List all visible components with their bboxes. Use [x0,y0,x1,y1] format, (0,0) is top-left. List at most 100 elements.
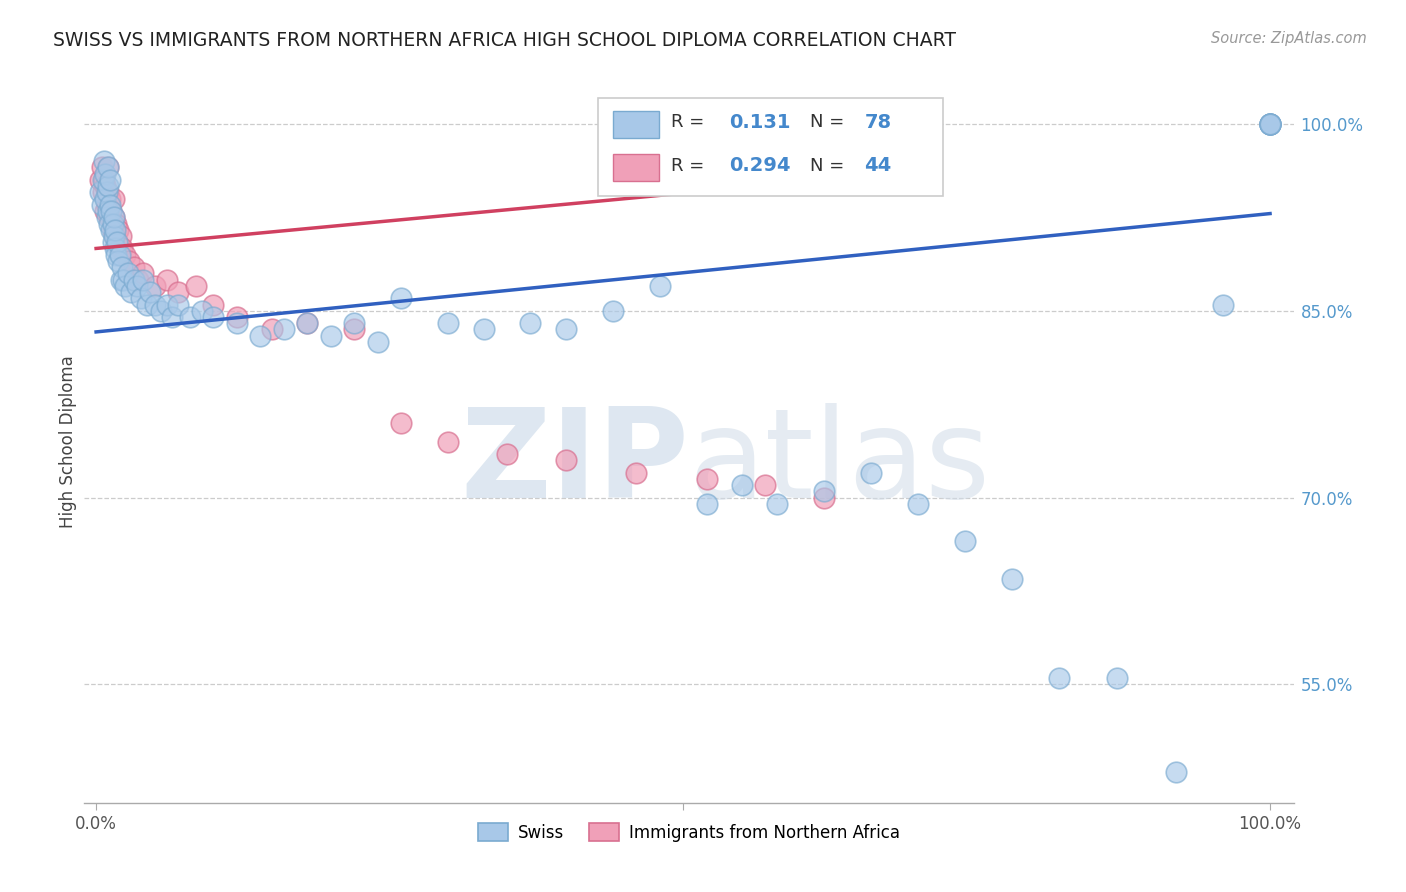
Point [1258,117,1281,131]
Point [98,192,121,206]
Point [1258,117,1281,131]
Point [624,466,647,480]
Point [554,453,576,467]
Text: 0.294: 0.294 [728,156,790,175]
Point [111,242,134,256]
Point [91,198,114,212]
Point [96,186,118,200]
Point [859,466,882,480]
Point [554,322,576,336]
Point [105,248,128,262]
Point [135,297,157,311]
Point [98,211,121,225]
Point [149,303,172,318]
Point [437,316,460,330]
Point [179,310,201,324]
Point [343,322,366,336]
FancyBboxPatch shape [613,111,659,138]
Point [953,534,976,549]
Point [1212,297,1234,311]
Point [105,235,128,250]
Point [343,316,366,330]
Point [1166,764,1188,779]
Point [731,478,754,492]
Point [105,235,128,250]
Point [129,291,152,305]
Point [100,223,122,237]
Point [1258,117,1281,131]
Point [813,491,835,505]
Point [813,484,835,499]
Point [389,291,412,305]
Legend: Swiss, Immigrants from Northern Africa: Swiss, Immigrants from Northern Africa [471,817,907,848]
Point [202,297,225,311]
Point [273,322,295,336]
Point [1258,117,1281,131]
Point [98,217,121,231]
Point [91,173,114,187]
Text: N =: N = [810,156,844,175]
Point [139,285,162,299]
Point [202,310,225,324]
Point [104,242,127,256]
Point [103,211,125,225]
Point [114,278,136,293]
Y-axis label: High School Diploma: High School Diploma [59,355,77,528]
Point [167,285,190,299]
Text: N =: N = [810,113,844,131]
Point [602,303,624,318]
Point [97,161,120,175]
Text: SWISS VS IMMIGRANTS FROM NORTHERN AFRICA HIGH SCHOOL DIPLOMA CORRELATION CHART: SWISS VS IMMIGRANTS FROM NORTHERN AFRICA… [53,31,956,50]
Point [94,167,117,181]
Point [127,278,149,293]
Point [101,235,124,250]
Point [120,285,142,299]
Point [297,316,319,330]
Point [101,217,124,231]
Point [97,179,120,194]
Point [249,328,271,343]
Point [91,186,114,200]
Point [104,223,127,237]
Point [118,253,141,268]
Point [1258,117,1281,131]
Point [122,260,145,274]
Point [132,266,155,280]
Point [184,278,207,293]
Point [226,310,249,324]
Point [226,316,249,330]
Point [97,204,120,219]
Point [262,322,284,336]
Point [696,497,718,511]
Point [96,211,118,225]
FancyBboxPatch shape [613,154,659,181]
Point [108,248,131,262]
Point [114,248,136,262]
Point [105,217,128,231]
Point [91,161,114,175]
Text: Source: ZipAtlas.com: Source: ZipAtlas.com [1211,31,1367,46]
Point [98,173,121,187]
Point [907,497,929,511]
Point [190,303,212,318]
Point [754,478,776,492]
Point [162,310,184,324]
Text: atlas: atlas [689,402,991,524]
Point [101,223,124,237]
Point [97,186,120,200]
Point [472,322,495,336]
FancyBboxPatch shape [599,98,943,196]
Point [519,316,541,330]
Point [1258,117,1281,131]
Text: R =: R = [671,156,704,175]
Point [389,416,412,430]
Point [94,192,117,206]
Point [111,260,134,274]
Point [367,334,389,349]
Point [107,253,129,268]
Point [122,272,145,286]
Point [97,161,120,175]
Point [103,192,125,206]
Point [155,272,177,286]
Text: 44: 44 [865,156,891,175]
